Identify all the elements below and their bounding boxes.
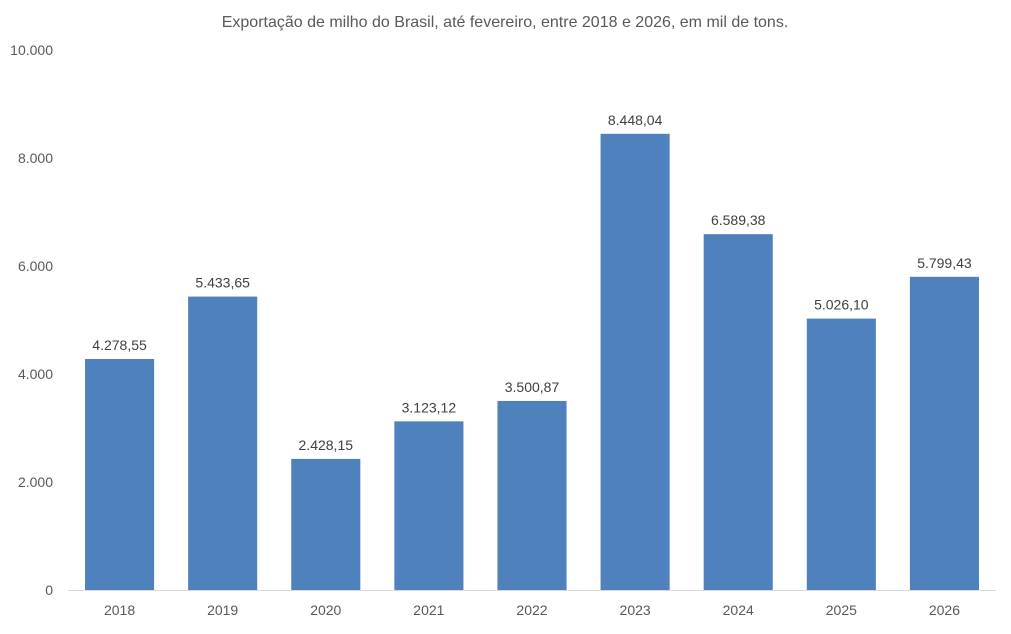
bar-2026: [909, 276, 979, 590]
bar-2021: [394, 421, 464, 590]
y-tick-label: 0: [45, 582, 53, 598]
data-label: 6.589,38: [711, 212, 766, 228]
data-label: 4.278,55: [92, 337, 147, 353]
bar-2022: [497, 400, 567, 590]
bar-2020: [291, 458, 361, 590]
y-tick-label: 2.000: [18, 474, 53, 490]
data-label: 2.428,15: [299, 437, 354, 453]
x-tick-label: 2021: [413, 602, 444, 618]
x-tick-label: 2022: [516, 602, 547, 618]
bar-2025: [806, 318, 876, 590]
y-tick-label: 4.000: [18, 366, 53, 382]
y-tick-label: 8.000: [18, 150, 53, 166]
y-tick-label: 6.000: [18, 258, 53, 274]
data-label: 8.448,04: [608, 112, 663, 128]
chart-title: Exportação de milho do Brasil, até fever…: [222, 14, 789, 31]
bar-2019: [188, 296, 258, 590]
y-tick-label: 10.000: [10, 42, 53, 58]
bar-2018: [85, 358, 155, 590]
x-tick-label: 2026: [929, 602, 960, 618]
bar-2024: [703, 234, 773, 591]
data-label: 5.433,65: [195, 275, 250, 291]
x-tick-label: 2020: [310, 602, 341, 618]
bars: 4.278,55 5.433,65 2.428,15 3.123,12 3.500,87…: [85, 112, 979, 591]
data-label: 5.799,43: [917, 255, 972, 271]
x-tick-label: 2019: [207, 602, 238, 618]
x-tick-label: 2024: [723, 602, 754, 618]
x-axis: 2018 2019 2020 2021 2022 2023 2024 2025 2026: [68, 590, 996, 618]
x-tick-label: 2025: [826, 602, 857, 618]
data-label: 3.123,12: [402, 399, 457, 415]
data-label: 3.500,87: [505, 379, 560, 395]
x-tick-label: 2018: [104, 602, 135, 618]
y-axis: 0 2.000 4.000 6.000 8.000 10.000: [10, 42, 53, 598]
x-tick-label: 2023: [620, 602, 651, 618]
bar-2023: [600, 133, 670, 590]
data-label: 5.026,10: [814, 297, 869, 313]
